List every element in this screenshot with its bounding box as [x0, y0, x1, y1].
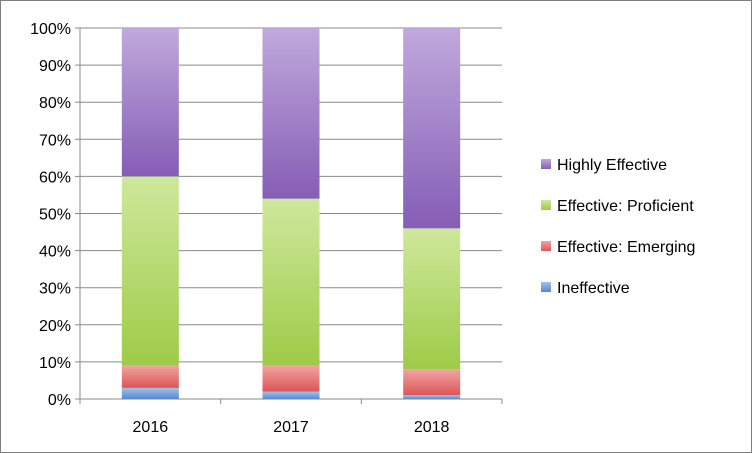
y-tick-label: 100% [30, 21, 71, 38]
y-tick-label: 50% [39, 207, 71, 224]
legend-item: Highly Effective [541, 157, 667, 174]
bars [121, 28, 461, 399]
y-tick-label: 30% [39, 281, 71, 298]
y-tick-label: 60% [39, 169, 71, 186]
bar-segment-effective-emerging-2016 [121, 365, 179, 388]
legend-swatch [541, 159, 551, 169]
bar-segment-effective-emerging-2018 [403, 369, 461, 396]
legend-swatch [541, 241, 551, 251]
bar-segment-ineffective-2017 [262, 391, 320, 399]
legend: Highly Effective Effective: Proficient Eff… [541, 157, 695, 297]
bar-segment-highly-effective-2016 [121, 28, 179, 177]
legend-item: Effective: Emerging [541, 239, 695, 256]
legend-item: Effective: Proficient [541, 198, 694, 215]
bar-segment-effective-proficient-2017 [262, 198, 320, 366]
bar-segment-ineffective-2016 [121, 387, 179, 399]
tick-labels: 0% 10% 20% 30% 40% 50% 60% 70% 80% 90% 100% 2016 201… [30, 21, 449, 436]
legend-item: Ineffective [541, 280, 630, 297]
legend-label: Effective: Emerging [557, 239, 695, 256]
y-tick-label: 40% [39, 244, 71, 261]
y-tick-label: 80% [39, 95, 71, 112]
x-tick-label: 2016 [133, 419, 169, 436]
y-tick-label: 90% [39, 58, 71, 75]
bar-segment-ineffective-2018 [403, 395, 461, 399]
legend-label: Ineffective [557, 280, 630, 297]
legend-swatch [541, 282, 551, 292]
bar-segment-highly-effective-2018 [403, 28, 461, 229]
bar-segment-effective-proficient-2018 [403, 228, 461, 370]
x-tick-label: 2017 [273, 419, 309, 436]
bar-segment-effective-emerging-2017 [262, 365, 320, 392]
y-tick-label: 70% [39, 132, 71, 149]
bar-segment-highly-effective-2017 [262, 28, 320, 199]
legend-label: Effective: Proficient [557, 198, 694, 215]
legend-label: Highly Effective [557, 157, 667, 174]
y-tick-label: 0% [48, 392, 71, 409]
y-tick-label: 10% [39, 355, 71, 372]
y-tick-label: 20% [39, 318, 71, 335]
x-tick-label: 2018 [414, 419, 450, 436]
legend-swatch [541, 200, 551, 210]
bar-segment-effective-proficient-2016 [121, 176, 179, 366]
